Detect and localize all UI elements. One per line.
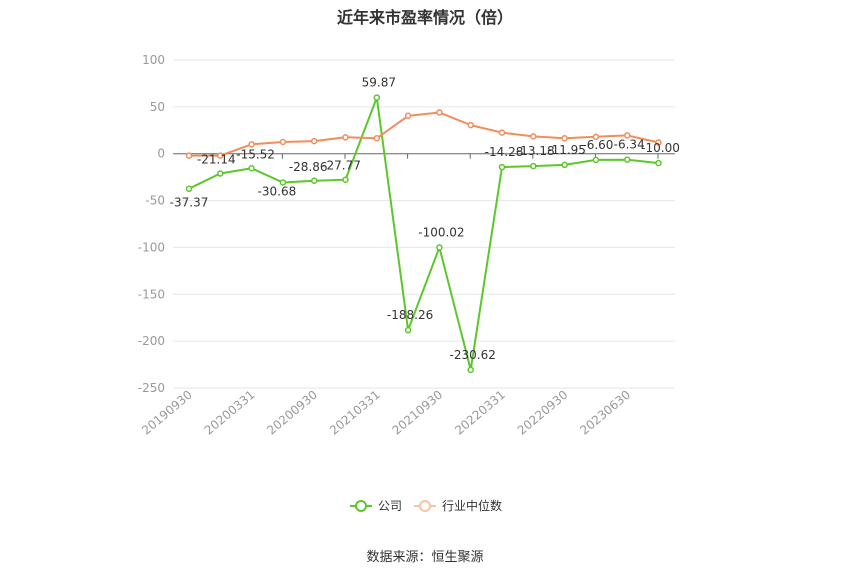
data-label: -21.14 [197, 153, 236, 167]
data-point [342, 176, 349, 183]
y-tick-label: -250 [138, 381, 165, 395]
data-point [342, 134, 349, 141]
data-point [592, 133, 600, 141]
data-source-note: 数据来源：恒生聚源 [366, 550, 484, 565]
grid-lines [173, 59, 675, 389]
legend-marker-company [355, 500, 367, 512]
data-point [436, 244, 443, 251]
data-point [310, 177, 318, 185]
data-point [498, 163, 506, 171]
data-label: -188.26 [387, 308, 433, 322]
data-point [373, 135, 381, 142]
data-label: -10.00 [641, 141, 680, 155]
x-tick-label: 20230630 [577, 388, 633, 438]
data-point [530, 133, 537, 140]
y-tick-label: 0 [157, 147, 165, 161]
data-point [310, 137, 318, 145]
data-label: -6.60 [582, 138, 613, 152]
data-point [248, 165, 255, 172]
x-tick-label: 20190930 [139, 388, 195, 438]
data-point [623, 132, 631, 139]
data-point [373, 94, 381, 101]
data-point [404, 326, 412, 334]
data-point [561, 135, 568, 142]
data-point [467, 121, 474, 129]
data-point [655, 139, 662, 146]
data-label: -100.02 [418, 225, 464, 239]
data-label: -27.77 [322, 159, 361, 173]
data-point [623, 156, 631, 163]
data-label: -28.86 [289, 160, 328, 174]
y-tick-label: 100 [142, 53, 165, 67]
y-tick-label: 50 [150, 100, 165, 114]
series-lines [188, 97, 659, 371]
data-label: -15.52 [236, 147, 275, 161]
data-labels: -37.37 -21.14 -15.52 -30.68 -28.86-27.77 59.8… [170, 76, 680, 362]
series-points [185, 94, 662, 374]
data-point [436, 109, 443, 116]
x-tick-label: 20210331 [327, 388, 383, 438]
data-label: -14.28 [485, 145, 524, 159]
y-tick-label: -50 [145, 194, 165, 208]
data-label: -11.95 [547, 143, 586, 157]
y-tick-label: -150 [138, 287, 165, 301]
data-label: -37.37 [170, 196, 209, 210]
data-point [217, 170, 224, 177]
data-label: 59.87 [362, 76, 396, 90]
x-tick-label: 20200331 [202, 388, 258, 438]
data-point [185, 185, 193, 192]
series-line-company [188, 97, 659, 371]
data-point [561, 161, 568, 169]
legend: 公司 行业中位数 [350, 498, 502, 513]
data-point [248, 141, 255, 148]
chart-title: 近年来市盈率情况（倍） [336, 8, 513, 27]
data-point [655, 159, 662, 167]
data-point [279, 138, 287, 146]
data-point [498, 129, 506, 136]
data-label: -30.68 [258, 184, 297, 198]
data-point [217, 152, 224, 159]
x-tick-label: 20220331 [452, 388, 508, 438]
data-point [592, 156, 600, 164]
data-point [185, 152, 193, 159]
legend-label-industry: 行业中位数 [442, 498, 502, 513]
series-line-industry-median [189, 111, 659, 157]
y-tick-label: -100 [138, 240, 165, 254]
data-label: -13.18 [516, 144, 555, 158]
x-tick-label: 20200930 [264, 388, 320, 438]
x-tick-label: 20220930 [515, 388, 571, 438]
x-tick-label: 20210930 [390, 388, 446, 438]
legend-label-company: 公司 [378, 499, 402, 513]
legend-marker-industry [419, 500, 431, 512]
data-point [279, 179, 287, 186]
data-label: -230.62 [450, 348, 496, 362]
data-point [530, 162, 537, 170]
data-point [404, 112, 412, 120]
data-point [467, 366, 474, 374]
data-label: -6.34 [614, 138, 645, 152]
y-tick-label: -200 [138, 334, 165, 348]
